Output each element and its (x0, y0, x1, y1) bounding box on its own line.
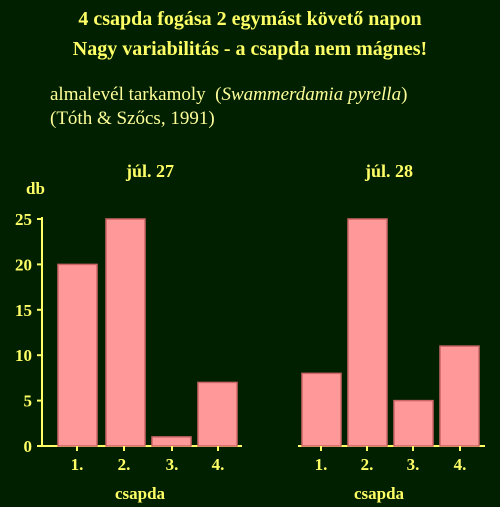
panel-title-1: júl. 27 (125, 161, 174, 181)
bar-panel1-2 (105, 218, 146, 447)
y-tick-label: 20 (15, 255, 32, 274)
chart-title-line1: 4 csapda fogása 2 egymást követő napon (78, 8, 422, 30)
x-tick-label: 2. (361, 455, 374, 474)
y-tick-label: 0 (24, 437, 33, 456)
citation: (Tóth & Szőcs, 1991) (50, 108, 215, 129)
x-axis-label-panel-1: csapda (115, 484, 166, 503)
y-tick-label: 25 (15, 210, 32, 229)
bar-panel1-3 (151, 436, 192, 447)
bar-panel2-3 (393, 399, 434, 447)
y-axis-label: db (26, 179, 45, 198)
species-line: almalevél tarkamoly (Swammerdamia pyrell… (50, 84, 408, 105)
bar-panel2-2 (347, 218, 388, 447)
x-tick-label: 1. (71, 455, 84, 474)
x-tick-label: 4. (212, 455, 225, 474)
bar-panel2-1 (301, 372, 342, 447)
y-tick-label: 15 (15, 301, 32, 320)
bar-panel1-4 (197, 381, 238, 447)
species-common-name: almalevél tarkamoly (50, 84, 206, 105)
x-axis-label-panel-2: csapda (354, 484, 405, 503)
species-latin-name: Swammerdamia pyrella (221, 84, 402, 105)
chart-title-line2: Nagy variabilitás - a csapda nem mágnes! (72, 38, 428, 60)
y-tick-label: 5 (24, 392, 33, 411)
x-tick-label: 2. (118, 455, 131, 474)
panel-title-2: júl. 28 (364, 161, 413, 181)
x-tick-label: 3. (166, 455, 179, 474)
x-tick-label: 3. (407, 455, 420, 474)
y-tick-label: 10 (15, 346, 32, 365)
x-tick-label: 4. (454, 455, 467, 474)
bar-panel2-4 (439, 345, 480, 447)
x-tick-label: 1. (315, 455, 328, 474)
bar-panel1-1 (57, 263, 98, 447)
